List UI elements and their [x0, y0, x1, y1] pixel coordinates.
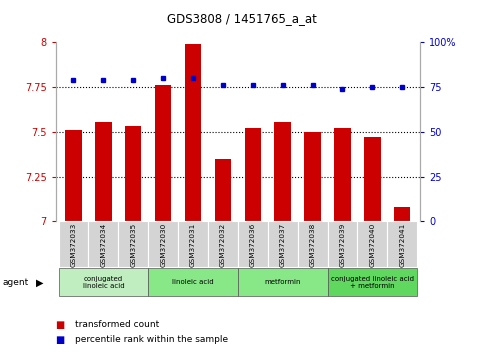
Text: GSM372034: GSM372034: [100, 223, 106, 267]
Bar: [387, 221, 417, 267]
Bar: [208, 221, 238, 267]
Bar: [155, 85, 171, 221]
Bar: [185, 44, 201, 221]
Text: GSM372030: GSM372030: [160, 223, 166, 267]
Text: GSM372031: GSM372031: [190, 223, 196, 267]
Bar: [327, 268, 417, 296]
Bar: [238, 221, 268, 267]
Text: GSM372039: GSM372039: [340, 223, 345, 267]
Text: metformin: metformin: [265, 279, 301, 285]
Bar: [178, 221, 208, 267]
Bar: [58, 268, 148, 296]
Bar: [364, 137, 381, 221]
Text: GSM372037: GSM372037: [280, 223, 286, 267]
Bar: [304, 132, 321, 221]
Bar: [148, 221, 178, 267]
Text: GSM372035: GSM372035: [130, 223, 136, 267]
Bar: [88, 221, 118, 267]
Text: GSM372032: GSM372032: [220, 223, 226, 267]
Text: GSM372036: GSM372036: [250, 223, 256, 267]
Bar: [244, 128, 261, 221]
Bar: [65, 130, 82, 221]
Bar: [327, 221, 357, 267]
Bar: [298, 221, 327, 267]
Bar: [274, 122, 291, 221]
Text: conjugated
linoleic acid: conjugated linoleic acid: [83, 276, 124, 289]
Bar: [215, 159, 231, 221]
Text: GSM372040: GSM372040: [369, 223, 375, 267]
Bar: [125, 126, 142, 221]
Text: GSM372033: GSM372033: [71, 223, 76, 267]
Bar: [238, 268, 327, 296]
Text: ■: ■: [56, 320, 65, 330]
Text: ■: ■: [56, 335, 65, 345]
Text: agent: agent: [2, 278, 28, 287]
Text: linoleic acid: linoleic acid: [172, 279, 214, 285]
Bar: [148, 268, 238, 296]
Bar: [394, 207, 411, 221]
Text: GSM372038: GSM372038: [310, 223, 315, 267]
Bar: [118, 221, 148, 267]
Text: conjugated linoleic acid
+ metformin: conjugated linoleic acid + metformin: [331, 276, 414, 289]
Text: transformed count: transformed count: [75, 320, 159, 330]
Bar: [357, 221, 387, 267]
Bar: [268, 221, 298, 267]
Bar: [334, 128, 351, 221]
Text: GSM372041: GSM372041: [399, 223, 405, 267]
Text: GDS3808 / 1451765_a_at: GDS3808 / 1451765_a_at: [167, 12, 316, 25]
Text: ▶: ▶: [36, 277, 43, 287]
Bar: [95, 122, 112, 221]
Bar: [58, 221, 88, 267]
Text: percentile rank within the sample: percentile rank within the sample: [75, 335, 228, 344]
